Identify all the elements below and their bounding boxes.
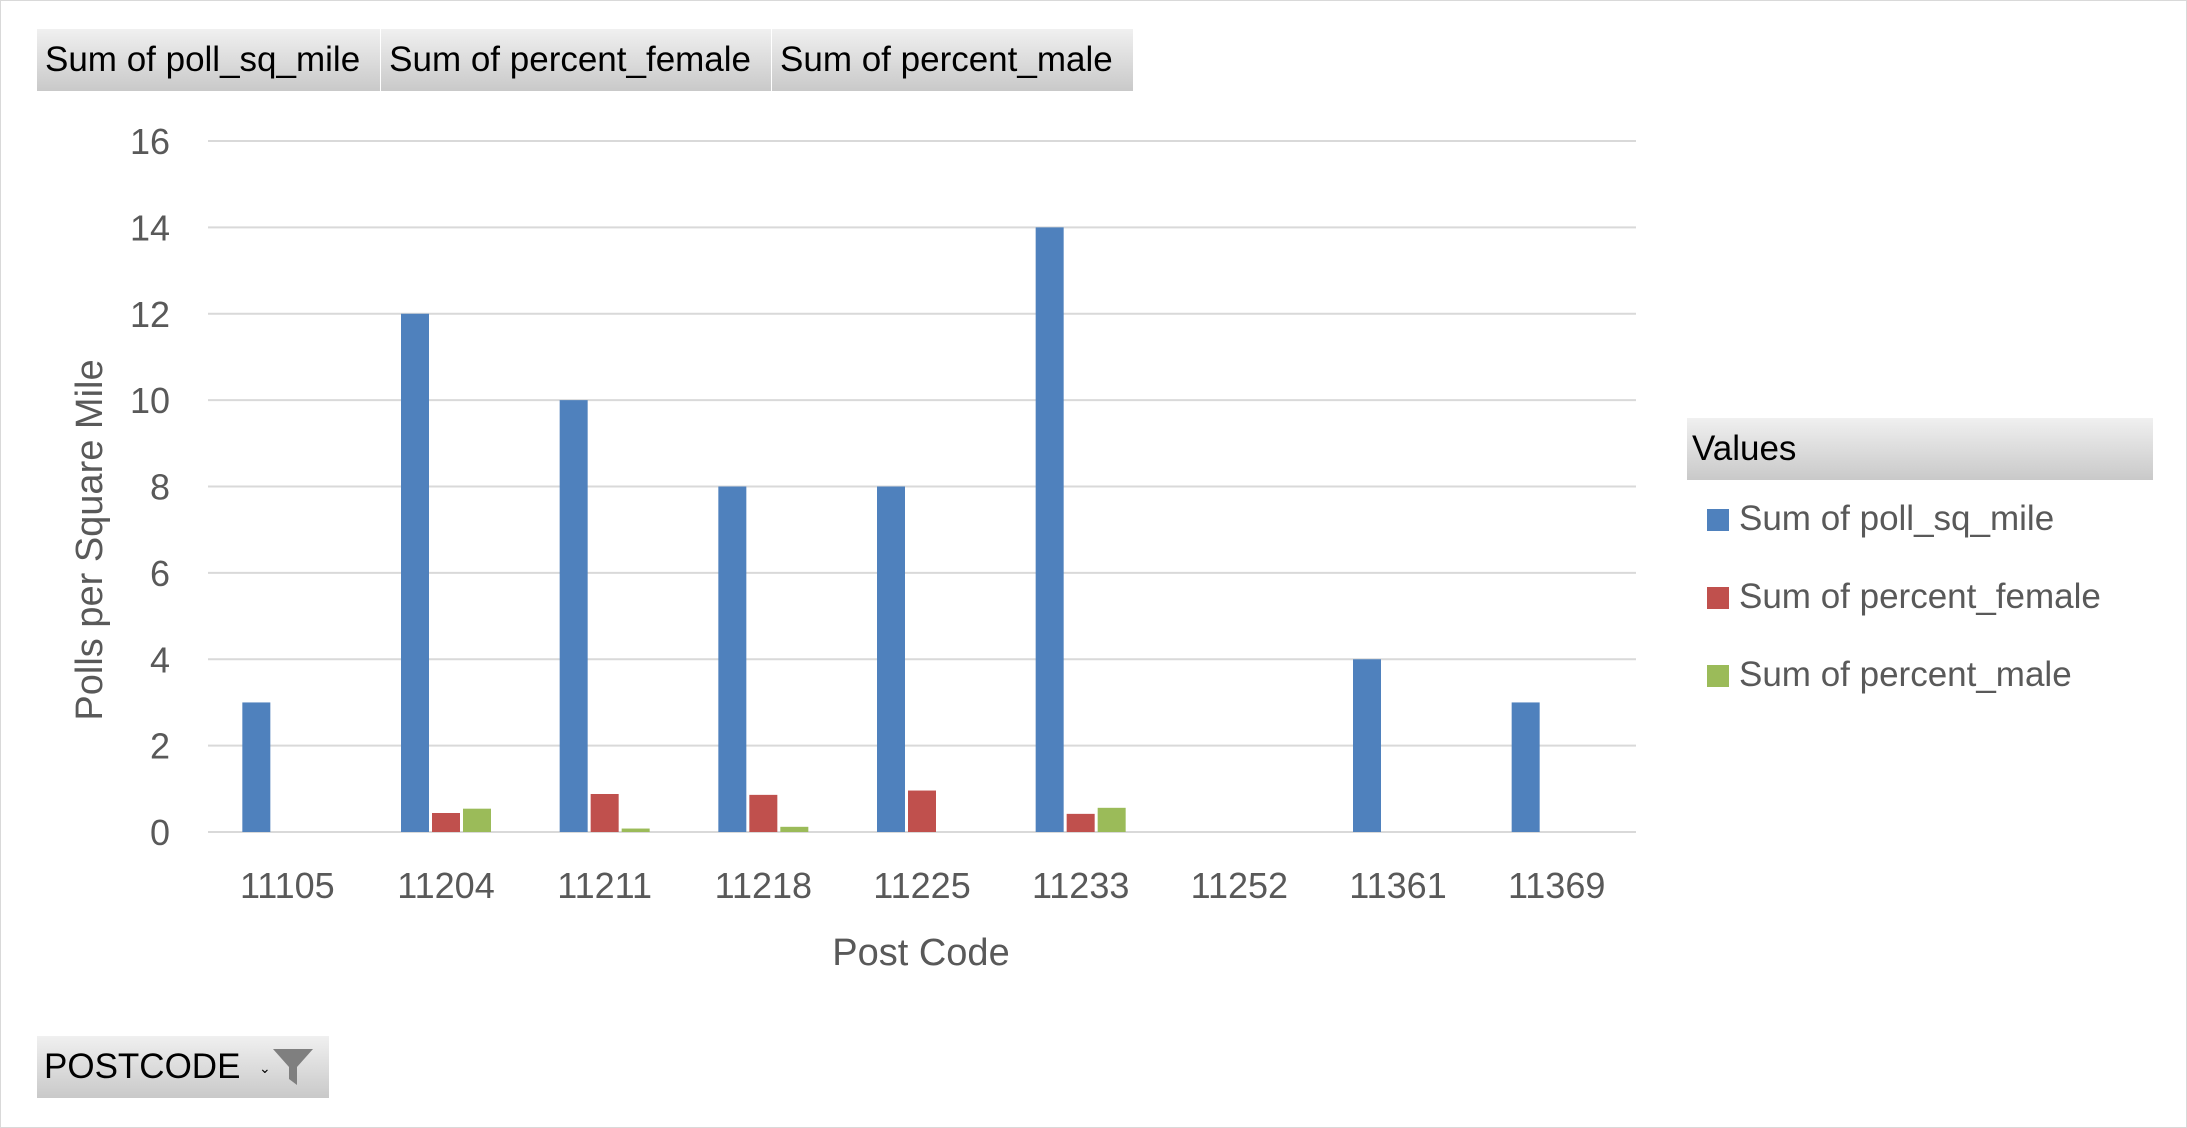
y-axis-label: Polls per Square Mile xyxy=(69,359,111,720)
y-tick-label: 16 xyxy=(130,121,170,162)
bar-11233-series-1[interactable] xyxy=(1066,813,1095,832)
legend: Values Sum of poll_sq_mile Sum of percen… xyxy=(1687,418,2153,714)
filter-label: POSTCODE xyxy=(44,1047,241,1086)
x-tick-label: 11211 xyxy=(557,865,652,906)
legend-label: Sum of poll_sq_mile xyxy=(1739,499,2055,538)
x-tick-label: 11233 xyxy=(1032,865,1129,906)
bar-11233-series-0[interactable] xyxy=(1035,227,1064,832)
legend-item-percent-female: Sum of percent_female xyxy=(1687,558,2153,636)
field-button-percent-male[interactable]: Sum of percent_male xyxy=(772,29,1134,91)
bar-11211-series-2[interactable] xyxy=(621,828,650,832)
field-button-poll-sq-mile[interactable]: Sum of poll_sq_mile xyxy=(37,29,382,91)
bar-11211-series-1[interactable] xyxy=(590,793,619,832)
y-tick-label: 2 xyxy=(150,726,170,767)
legend-item-poll-sq-mile: Sum of poll_sq_mile xyxy=(1687,480,2153,558)
bar-11211-series-0[interactable] xyxy=(559,400,588,832)
dropdown-arrow-icon: ⌄ xyxy=(259,1060,271,1076)
bar-11204-series-2[interactable] xyxy=(463,808,491,832)
legend-label: Sum of percent_male xyxy=(1739,655,2072,694)
gridlines xyxy=(208,140,1636,833)
bar-11105-series-0[interactable] xyxy=(242,702,271,832)
bar-11225-series-0[interactable] xyxy=(877,486,905,833)
x-tick-label: 11105 xyxy=(240,865,335,906)
legend-header[interactable]: Values xyxy=(1687,418,2153,480)
x-axis-label: Post Code xyxy=(832,932,1009,974)
y-tick-label: 0 xyxy=(150,812,170,853)
x-tick-label: 11361 xyxy=(1349,865,1446,906)
y-tick-label: 6 xyxy=(150,553,170,594)
legend-item-percent-male: Sum of percent_male xyxy=(1687,636,2153,714)
bar-11361-series-0[interactable] xyxy=(1353,659,1381,832)
y-tick-label: 8 xyxy=(150,467,170,508)
x-tick-label: 11252 xyxy=(1191,865,1288,906)
bar-11218-series-0[interactable] xyxy=(718,486,747,833)
legend-swatch-blue xyxy=(1707,509,1729,531)
funnel-icon xyxy=(273,1049,313,1085)
y-tick-label: 10 xyxy=(130,380,170,421)
field-button-percent-female[interactable]: Sum of percent_female xyxy=(381,29,773,91)
bars xyxy=(242,227,1540,833)
legend-swatch-green xyxy=(1707,665,1729,687)
bar-11204-series-1[interactable] xyxy=(432,812,460,832)
postcode-filter-button[interactable]: POSTCODE ⌄ xyxy=(37,1036,329,1098)
bar-11218-series-2[interactable] xyxy=(780,826,809,832)
bar-11233-series-2[interactable] xyxy=(1097,807,1126,832)
bar-11225-series-1[interactable] xyxy=(908,790,936,832)
bar-11218-series-1[interactable] xyxy=(749,794,778,832)
x-tick-label: 11225 xyxy=(873,865,970,906)
y-tick-label: 14 xyxy=(130,207,170,248)
y-tick-label: 4 xyxy=(150,639,170,680)
value-field-buttons: Sum of poll_sq_mile Sum of percent_femal… xyxy=(37,29,1134,91)
tick-labels: 0 2 4 6 8 10 12 14 16 11105 11204 11211 11218 11225 11… xyxy=(130,121,1605,906)
legend-label: Sum of percent_female xyxy=(1739,577,2101,616)
x-tick-label: 11218 xyxy=(715,865,812,906)
x-tick-label: 11369 xyxy=(1508,865,1605,906)
bar-11204-series-0[interactable] xyxy=(401,313,429,832)
x-tick-label: 11204 xyxy=(397,865,494,906)
bar-11369-series-0[interactable] xyxy=(1511,702,1540,832)
y-tick-label: 12 xyxy=(130,294,170,335)
legend-swatch-red xyxy=(1707,587,1729,609)
